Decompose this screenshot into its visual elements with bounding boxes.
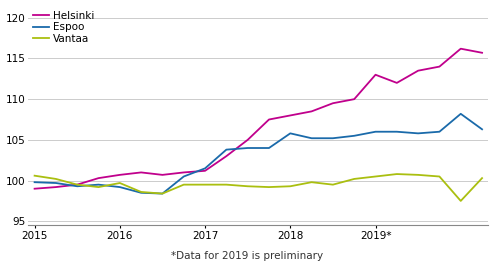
Text: *Data for 2019 is preliminary: *Data for 2019 is preliminary [171, 251, 323, 261]
Legend: Helsinki, Espoo, Vantaa: Helsinki, Espoo, Vantaa [31, 9, 97, 46]
